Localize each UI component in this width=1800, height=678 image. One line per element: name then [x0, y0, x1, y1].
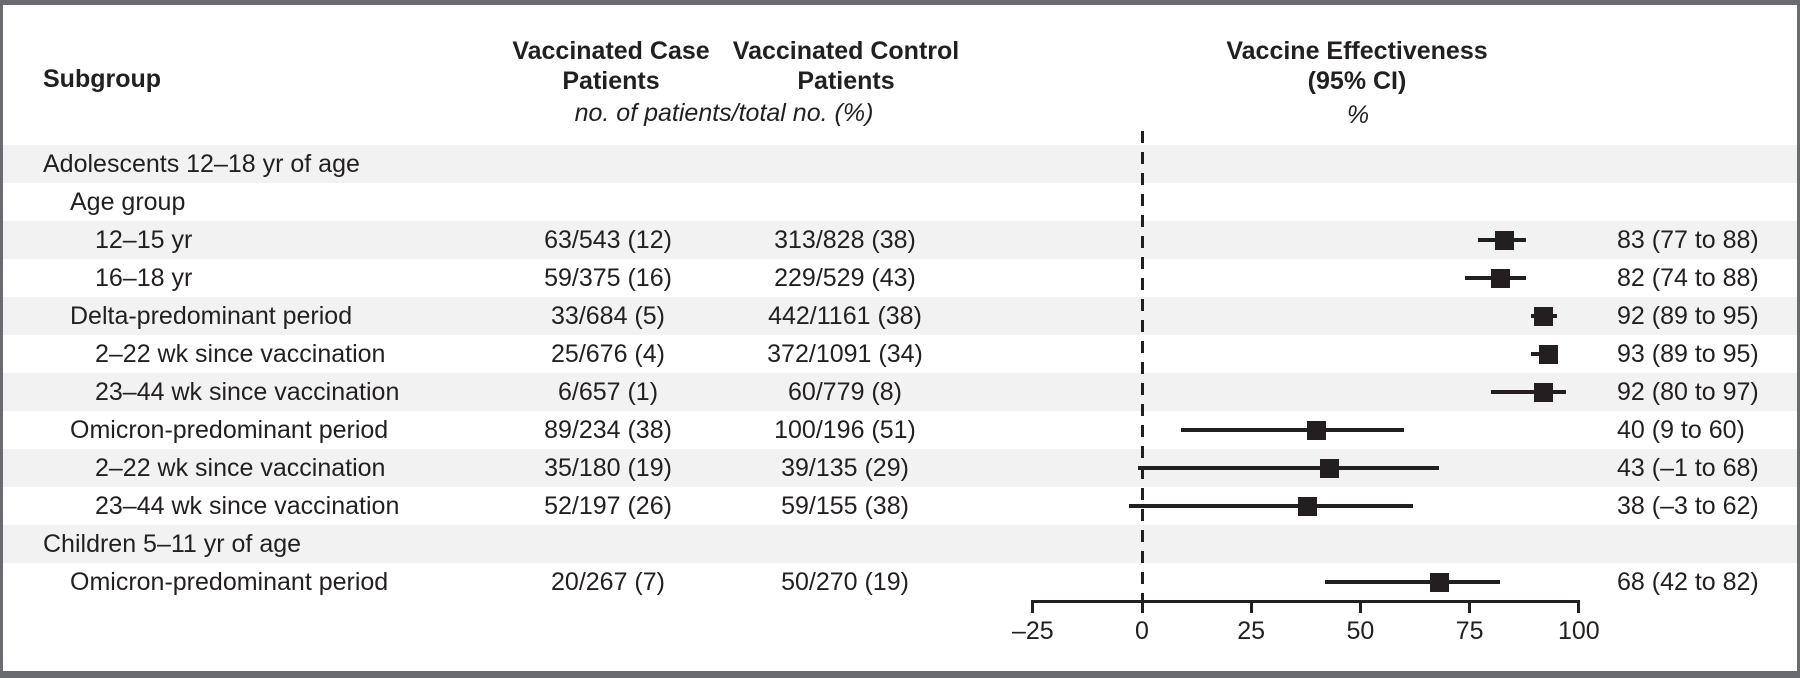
control-patients-value: 50/270 (19) — [781, 568, 909, 596]
row-label: Omicron-predominant period — [70, 416, 389, 444]
ci-value: 92 (89 to 95) — [1617, 302, 1759, 330]
case-patients-value: 6/657 (1) — [557, 378, 659, 406]
ci-whisker — [1128, 504, 1413, 508]
case-patients-value: 33/684 (5) — [551, 302, 665, 330]
figure-border-left — [0, 0, 3, 678]
control-patients-value: 313/828 (38) — [774, 226, 916, 254]
row-label: 12–15 yr — [95, 226, 193, 254]
row-stripe — [3, 297, 1797, 335]
ve-point-marker — [1538, 344, 1558, 364]
ci-value: 82 (74 to 88) — [1617, 264, 1759, 292]
axis-tick — [1577, 600, 1581, 613]
row-label: Delta-predominant period — [70, 302, 353, 330]
ve-point-marker — [1320, 458, 1340, 478]
axis-tick — [1468, 600, 1472, 613]
ve-point-marker — [1298, 496, 1318, 516]
row-stripe — [3, 525, 1797, 563]
case-patients-value: 59/375 (16) — [544, 264, 672, 292]
control-column-header-line2: Patients — [797, 67, 895, 95]
row-label: Adolescents 12–18 yr of age — [43, 150, 360, 178]
axis-tick — [1031, 600, 1035, 613]
subgroup-column-header: Subgroup — [43, 65, 162, 93]
control-patients-value: 59/155 (38) — [781, 492, 909, 520]
ci-value: 93 (89 to 95) — [1617, 340, 1759, 368]
row-label: 16–18 yr — [95, 264, 193, 292]
ci-whisker — [1137, 466, 1440, 470]
axis-tick — [1140, 600, 1144, 613]
case-column-header-line2: Patients — [562, 67, 660, 95]
row-stripe — [3, 449, 1797, 487]
row-label: 2–22 wk since vaccination — [95, 340, 386, 368]
control-patients-value: 60/779 (8) — [788, 378, 902, 406]
x-axis-line — [1032, 600, 1579, 603]
ci-whisker — [1491, 390, 1566, 394]
ve-column-header-line1: Vaccine Effectiveness — [1226, 37, 1488, 65]
ve-point-marker — [1534, 306, 1554, 326]
figure-border-top — [0, 0, 1800, 5]
ci-value: 83 (77 to 88) — [1617, 226, 1759, 254]
ci-value: 92 (80 to 97) — [1617, 378, 1759, 406]
control-patients-value: 372/1091 (34) — [767, 340, 923, 368]
figure-border-bottom — [0, 671, 1800, 678]
case-patients-value: 20/267 (7) — [551, 568, 665, 596]
zero-reference-line — [1140, 131, 1144, 600]
case-patients-value: 25/676 (4) — [551, 340, 665, 368]
row-label: 2–22 wk since vaccination — [95, 454, 386, 482]
axis-tick-label: 50 — [1346, 617, 1375, 645]
control-patients-value: 100/196 (51) — [774, 416, 916, 444]
control-patients-value: 442/1161 (38) — [768, 302, 922, 330]
ci-whisker — [1325, 580, 1501, 584]
ci-value: 68 (42 to 82) — [1617, 568, 1759, 596]
axis-tick — [1358, 600, 1362, 613]
figure-border-right — [1797, 0, 1800, 678]
axis-tick — [1249, 600, 1253, 613]
ci-whisker — [1181, 428, 1405, 432]
ve-column-header-line2: (95% CI) — [1307, 67, 1407, 95]
ci-value: 40 (9 to 60) — [1617, 416, 1745, 444]
control-column-header-line1: Vaccinated Control — [732, 37, 960, 65]
ve-point-marker — [1534, 382, 1554, 402]
case-column-header-line1: Vaccinated Case — [512, 37, 710, 65]
ci-value: 43 (–1 to 68) — [1617, 454, 1759, 482]
row-label: 23–44 wk since vaccination — [95, 378, 400, 406]
row-label: Omicron-predominant period — [70, 568, 389, 596]
ci-value: 38 (–3 to 62) — [1617, 492, 1759, 520]
row-label: Children 5–11 yr of age — [43, 530, 302, 558]
axis-tick-label: –25 — [1011, 617, 1054, 645]
control-patients-value: 39/135 (29) — [781, 454, 909, 482]
control-patients-value: 229/529 (43) — [774, 264, 916, 292]
case-patients-value: 35/180 (19) — [544, 454, 672, 482]
row-stripe — [3, 145, 1797, 183]
case-patients-value: 89/234 (38) — [544, 416, 672, 444]
case-patients-value: 52/197 (26) — [544, 492, 672, 520]
ve-point-marker — [1307, 420, 1327, 440]
ve-point-marker — [1495, 230, 1515, 250]
axis-tick-label: 0 — [1135, 617, 1149, 645]
row-label: Age group — [70, 188, 186, 216]
ve-point-marker — [1490, 268, 1510, 288]
ve-unit-note: % — [1346, 101, 1370, 129]
ve-point-marker — [1429, 572, 1449, 592]
case-patients-value: 63/543 (12) — [544, 226, 672, 254]
row-label: 23–44 wk since vaccination — [95, 492, 400, 520]
counts-unit-note: no. of patients/total no. (%) — [574, 99, 874, 127]
axis-tick-label: 100 — [1557, 617, 1600, 645]
axis-tick-label: 75 — [1455, 617, 1484, 645]
axis-tick-label: 25 — [1237, 617, 1266, 645]
